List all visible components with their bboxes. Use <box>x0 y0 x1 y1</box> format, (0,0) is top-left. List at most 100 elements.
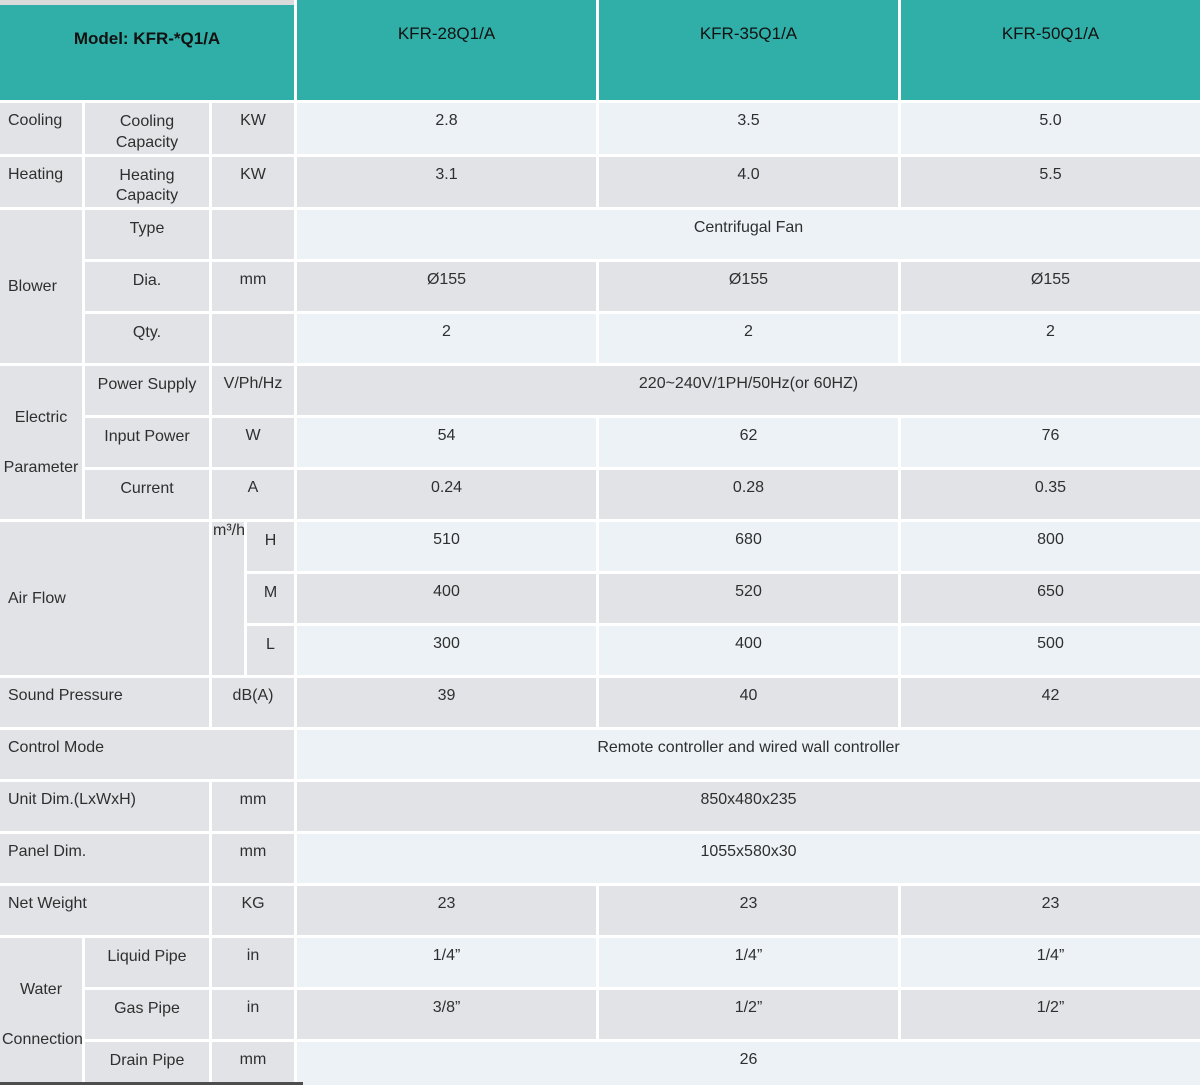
gas-pipe-value-kfr50: 1/2” <box>900 990 1200 1040</box>
row-sound-pressure: Sound Pressure dB(A) 39 40 42 <box>0 678 1200 728</box>
heating-value-kfr35: 4.0 <box>599 156 898 208</box>
row-cooling: Cooling Cooling Capacity KW 2.8 3.5 5.0 <box>0 103 1200 154</box>
row-drain-pipe: Drain Pipe mm 26 <box>0 1042 1200 1085</box>
airflow-m-value-kfr35: 520 <box>599 574 898 624</box>
cooling-group-label: Cooling <box>0 103 82 154</box>
control-mode-value: Remote controller and wired wall control… <box>297 730 1200 780</box>
row-blower-qty: Qty. 2 2 2 <box>0 314 1200 364</box>
airflow-m-label: M <box>247 574 295 624</box>
heating-value-kfr28: 3.1 <box>297 156 596 208</box>
input-power-unit: W <box>212 418 295 468</box>
airflow-h-value-kfr35: 680 <box>599 522 898 572</box>
bottom-edge-bar <box>0 1082 303 1085</box>
liquid-pipe-value-kfr50: 1/4” <box>900 938 1200 988</box>
drain-pipe-label: Drain Pipe <box>85 1042 209 1085</box>
blower-qty-value-kfr50: 2 <box>900 314 1200 364</box>
heating-value-kfr50: 5.5 <box>900 156 1200 208</box>
model-column-kfr35: KFR-35Q1/A <box>599 0 898 100</box>
airflow-l-label: L <box>247 626 295 676</box>
blower-dia-label: Dia. <box>85 262 209 312</box>
liquid-pipe-label: Liquid Pipe <box>85 938 209 988</box>
input-power-value-kfr28: 54 <box>297 418 596 468</box>
water-connection-group-label: Water Connection <box>0 938 82 1085</box>
row-heating: Heating Heating Capacity KW 3.1 4.0 5.5 <box>0 156 1200 208</box>
airflow-l-value-kfr50: 500 <box>900 626 1200 676</box>
row-blower-type: Blower Type Centrifugal Fan <box>0 210 1200 364</box>
row-panel-dim: Panel Dim. mm 1055x580x30 <box>0 834 1200 884</box>
airflow-m-value-kfr50: 650 <box>900 574 1200 624</box>
blower-dia-value-kfr35: Ø155 <box>599 262 898 312</box>
gas-pipe-label: Gas Pipe <box>85 990 209 1040</box>
liquid-pipe-unit: in <box>212 938 295 988</box>
input-power-label: Input Power <box>85 418 209 468</box>
sound-pressure-value-kfr35: 40 <box>599 678 898 728</box>
model-column-kfr28: KFR-28Q1/A <box>297 0 596 100</box>
sound-pressure-unit: dB(A) <box>212 678 295 728</box>
cooling-value-kfr28: 2.8 <box>297 103 596 154</box>
airflow-unit: m³/h <box>212 522 244 676</box>
sound-pressure-value-kfr28: 39 <box>297 678 596 728</box>
power-supply-value: 220~240V/1PH/50Hz(or 60HZ) <box>297 366 1200 416</box>
current-unit: A <box>212 470 295 520</box>
current-value-kfr50: 0.35 <box>900 470 1200 520</box>
row-airflow-l: L 300 400 500 <box>0 626 1200 676</box>
liquid-pipe-value-kfr28: 1/4” <box>297 938 596 988</box>
heating-capacity-label: Heating Capacity <box>85 156 209 208</box>
current-label: Current <box>85 470 209 520</box>
blower-qty-label: Qty. <box>85 314 209 364</box>
airflow-l-value-kfr28: 300 <box>297 626 596 676</box>
power-supply-unit: V/Ph/Hz <box>212 366 295 416</box>
row-control-mode: Control Mode Remote controller and wired… <box>0 730 1200 780</box>
unit-dim-unit: mm <box>212 782 295 832</box>
blower-group-label: Blower <box>0 210 82 364</box>
power-supply-label: Power Supply <box>85 366 209 416</box>
blower-qty-value-kfr35: 2 <box>599 314 898 364</box>
row-current: Current A 0.24 0.28 0.35 <box>0 470 1200 520</box>
panel-dim-value: 1055x580x30 <box>297 834 1200 884</box>
electric-group-label: Electric Parameter <box>0 366 82 520</box>
model-header: Model: KFR-*Q1/A <box>0 0 295 100</box>
input-power-value-kfr35: 62 <box>599 418 898 468</box>
net-weight-unit: KG <box>212 886 295 936</box>
airflow-h-label: H <box>247 522 295 572</box>
model-column-kfr50: KFR-50Q1/A <box>900 0 1200 100</box>
net-weight-value-kfr35: 23 <box>599 886 898 936</box>
drain-pipe-unit: mm <box>212 1042 295 1085</box>
blower-dia-unit: mm <box>212 262 295 312</box>
cooling-unit: KW <box>212 103 295 154</box>
liquid-pipe-value-kfr35: 1/4” <box>599 938 898 988</box>
airflow-h-value-kfr28: 510 <box>297 522 596 572</box>
net-weight-label: Net Weight <box>0 886 209 936</box>
net-weight-value-kfr50: 23 <box>900 886 1200 936</box>
net-weight-value-kfr28: 23 <box>297 886 596 936</box>
row-unit-dim: Unit Dim.(LxWxH) mm 850x480x235 <box>0 782 1200 832</box>
sound-pressure-value-kfr50: 42 <box>900 678 1200 728</box>
row-net-weight: Net Weight KG 23 23 23 <box>0 886 1200 936</box>
cooling-value-kfr50: 5.0 <box>900 103 1200 154</box>
current-value-kfr35: 0.28 <box>599 470 898 520</box>
blower-dia-value-kfr28: Ø155 <box>297 262 596 312</box>
row-power-supply: Electric Parameter Power Supply V/Ph/Hz … <box>0 366 1200 520</box>
airflow-h-value-kfr50: 800 <box>900 522 1200 572</box>
row-airflow-h: Air Flow m³/h H 510 680 800 <box>0 522 1200 676</box>
gas-pipe-value-kfr28: 3/8” <box>297 990 596 1040</box>
gas-pipe-value-kfr35: 1/2” <box>599 990 898 1040</box>
airflow-m-value-kfr28: 400 <box>297 574 596 624</box>
cooling-value-kfr35: 3.5 <box>599 103 898 154</box>
blower-qty-value-kfr28: 2 <box>297 314 596 364</box>
drain-pipe-value: 26 <box>297 1042 1200 1085</box>
panel-dim-unit: mm <box>212 834 295 884</box>
input-power-value-kfr50: 76 <box>900 418 1200 468</box>
row-airflow-m: M 400 520 650 <box>0 574 1200 624</box>
control-mode-label: Control Mode <box>0 730 295 780</box>
header-row: Model: KFR-*Q1/A KFR-28Q1/A KFR-35Q1/A K… <box>0 0 1200 100</box>
blower-dia-value-kfr50: Ø155 <box>900 262 1200 312</box>
cooling-capacity-label: Cooling Capacity <box>85 103 209 154</box>
blower-type-value: Centrifugal Fan <box>297 210 1200 260</box>
blower-type-label: Type <box>85 210 209 260</box>
airflow-group-label: Air Flow <box>0 522 209 676</box>
row-liquid-pipe: Water Connection Liquid Pipe in 1/4” 1/4… <box>0 938 1200 1085</box>
row-blower-dia: Dia. mm Ø155 Ø155 Ø155 <box>0 262 1200 312</box>
heating-unit: KW <box>212 156 295 208</box>
